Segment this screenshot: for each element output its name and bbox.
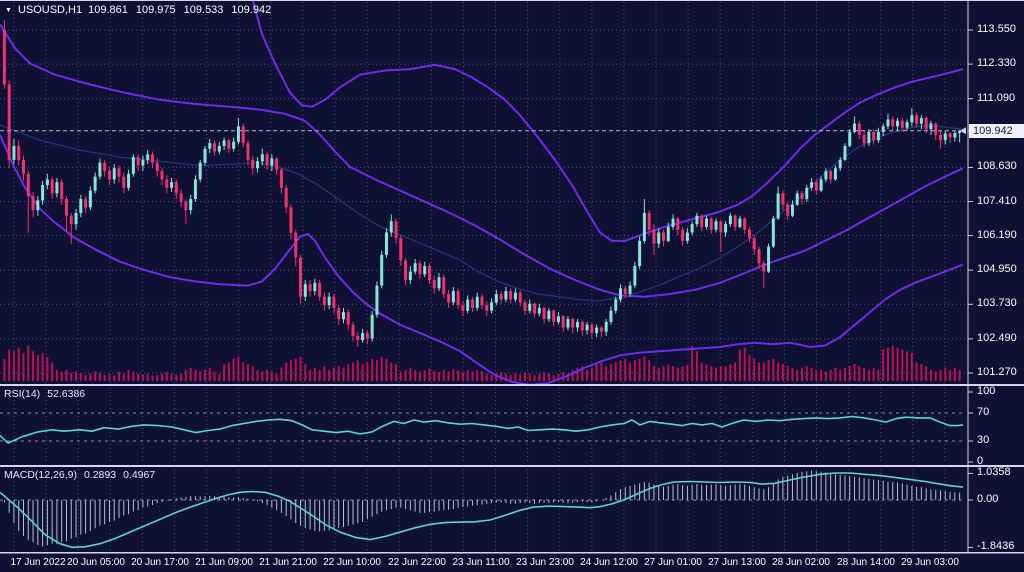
- high-value: 109.975: [135, 4, 176, 16]
- time-axis-label: 20 Jun 05:00: [67, 557, 125, 568]
- price-tick-label: 112.330: [977, 57, 1016, 70]
- rsi-indicator-label: RSI(14) 52.6386: [4, 388, 85, 400]
- close-value: 109.942: [231, 4, 272, 16]
- macd-value-signal: 0.4967: [123, 469, 156, 481]
- price-tick-label: 107.410: [977, 194, 1017, 207]
- time-axis-label: 24 Jun 12:00: [580, 557, 638, 568]
- macd-signal-line: [0, 472, 964, 549]
- rsi-name: RSI(14): [4, 388, 41, 400]
- open-value: 109.861: [88, 4, 128, 16]
- rsi-tick-label: 0: [977, 455, 984, 467]
- chart-title: ▼ USOUSD,H1 109.861 109.975 109.533 109.…: [5, 4, 271, 16]
- volume-layer: [3, 345, 961, 381]
- time-axis-label: 22 Jun 10:00: [323, 557, 381, 568]
- macd-value-main: 0.2893: [83, 469, 117, 481]
- rsi-tick-label: 30: [977, 434, 990, 446]
- time-axis-label: 23 Jun 23:00: [516, 557, 574, 568]
- macd-indicator-label: MACD(12,26,9) 0.2893 0.4967: [4, 469, 155, 481]
- time-axis-label: 20 Jun 17:00: [131, 557, 189, 568]
- price-tick-label: 106.190: [977, 228, 1017, 241]
- time-axis-label: 27 Jun 13:00: [708, 557, 766, 568]
- price-tick-label: 104.950: [977, 263, 1017, 276]
- time-axis-label: 28 Jun 02:00: [772, 557, 830, 568]
- time-axis-label: 17 Jun 2022: [10, 557, 66, 568]
- time-axis-label: 21 Jun 21:00: [259, 557, 317, 568]
- bollinger-middle-line: [0, 23, 964, 298]
- bollinger-bands-layer: [0, 0, 964, 384]
- macd-layer: [0, 470, 964, 549]
- rsi-tick-label: 70: [977, 406, 990, 418]
- time-axis-label: 21 Jun 09:00: [195, 557, 253, 568]
- price-tick-label: 101.270: [977, 366, 1017, 378]
- bollinger-upper-line: [252, 0, 964, 242]
- macd-tick-label: 0.00: [977, 493, 999, 505]
- candles-layer: [2, 20, 962, 348]
- rsi-tick-label: 100: [977, 385, 996, 397]
- time-axis-label: 22 Jun 22:00: [388, 557, 446, 568]
- time-axis-label: 28 Jun 14:00: [837, 557, 895, 568]
- low-value: 109.533: [183, 4, 224, 16]
- symbol-dropdown-icon[interactable]: ▼: [5, 6, 12, 14]
- rsi-line: [0, 415, 964, 444]
- grid-layer: [0, 2, 966, 551]
- bollinger-lower-line: [0, 134, 964, 384]
- macd-tick-label: 1.0358: [977, 466, 1011, 479]
- symbol-timeframe-label: USOUSD,H1: [17, 4, 83, 16]
- price-tick-label: 111.090: [977, 91, 1016, 104]
- macd-tick-label: -1.8436: [977, 540, 1015, 553]
- price-tick-label: 108.630: [977, 160, 1017, 173]
- ma-thin-line: [0, 124, 964, 302]
- time-axis-label: 29 Jun 03:00: [901, 557, 959, 568]
- current-price-marker: 109.942: [969, 124, 1024, 138]
- macd-name: MACD(12,26,9): [4, 469, 77, 481]
- ohlc-values: 109.861 109.975 109.533 109.942: [88, 4, 271, 16]
- price-tick-label: 102.490: [977, 331, 1017, 344]
- price-tick-label: 113.550: [977, 23, 1016, 35]
- rsi-line-layer: [0, 415, 964, 444]
- current-price-line: [0, 127, 966, 135]
- rsi-value: 52.6386: [47, 388, 86, 400]
- time-axis-label: 23 Jun 11:00: [452, 557, 510, 568]
- last-close-arrow-icon: [960, 127, 966, 135]
- panel-frame: [0, 0, 1024, 554]
- time-axis-label: 27 Jun 01:00: [644, 557, 702, 568]
- price-tick-label: 103.730: [977, 297, 1017, 310]
- current-price-value: 109.942: [973, 125, 1013, 137]
